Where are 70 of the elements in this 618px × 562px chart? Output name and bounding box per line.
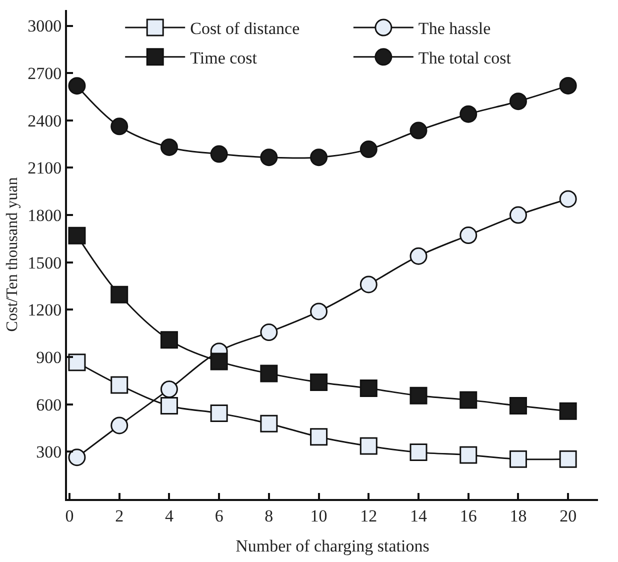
legend-label: The total cost: [418, 48, 512, 68]
point: [360, 437, 378, 455]
x-axis-title: Number of charging stations: [236, 536, 430, 556]
legend-label: The hassle: [418, 19, 491, 38]
point: [509, 397, 527, 415]
point: [509, 206, 527, 224]
point: [160, 138, 178, 156]
y-tick-label: 2700: [28, 64, 62, 84]
y-tick-label: 3000: [28, 16, 62, 36]
x-tick-label: 8: [264, 506, 274, 526]
point: [509, 450, 527, 468]
point: [460, 446, 478, 464]
y-tick-label: 600: [36, 395, 62, 414]
y-tick-label: 1800: [28, 206, 62, 226]
point: [310, 148, 328, 166]
y-tick-label: 2100: [28, 158, 62, 178]
point: [210, 404, 228, 422]
legend-label: Cost of distance: [190, 19, 300, 38]
point: [559, 76, 577, 94]
x-tick-label: 4: [164, 506, 174, 526]
point: [559, 450, 577, 468]
point: [360, 380, 378, 398]
point: [509, 92, 527, 110]
point: [410, 386, 428, 404]
point: [68, 354, 86, 372]
y-tick-label: 2400: [28, 111, 62, 130]
point: [460, 391, 478, 409]
legend-label: Time cost: [190, 48, 258, 68]
point: [410, 122, 428, 140]
x-tick-label: 16: [460, 506, 477, 526]
point: [110, 118, 128, 136]
y-axis-title: Cost/Ten thousand yuan: [4, 177, 21, 332]
y-tick-label: 1500: [28, 253, 62, 272]
point: [410, 247, 428, 265]
point: [410, 444, 428, 462]
point: [68, 226, 86, 244]
point: [260, 414, 278, 432]
point: [110, 416, 128, 434]
x-tick-label: 14: [410, 506, 428, 526]
x-tick-label: 6: [214, 506, 224, 526]
x-tick-label: 12: [360, 506, 378, 526]
point: [460, 105, 478, 123]
x-tick-label: 10: [310, 506, 328, 526]
point: [68, 77, 86, 95]
x-tick-label: 0: [65, 506, 74, 526]
point: [260, 364, 278, 382]
x-tick-label: 18: [510, 506, 527, 526]
point: [360, 140, 378, 158]
point: [110, 286, 128, 304]
point: [310, 302, 328, 320]
point: [68, 448, 86, 466]
point: [160, 397, 178, 415]
x-tick-label: 20: [560, 506, 577, 526]
point: [310, 428, 328, 446]
point: [160, 380, 178, 398]
point: [210, 145, 228, 163]
x-tick-label: 2: [115, 506, 124, 526]
point: [559, 402, 577, 420]
point: [559, 190, 577, 208]
y-tick-label: 300: [36, 442, 62, 462]
point: [460, 226, 478, 244]
point: [260, 324, 278, 342]
y-tick-label: 900: [36, 348, 62, 367]
point: [260, 148, 278, 166]
point: [210, 352, 228, 370]
point: [310, 374, 328, 392]
point: [160, 331, 178, 349]
point: [360, 276, 378, 294]
y-tick-label: 1200: [28, 300, 62, 320]
point: [110, 376, 128, 394]
